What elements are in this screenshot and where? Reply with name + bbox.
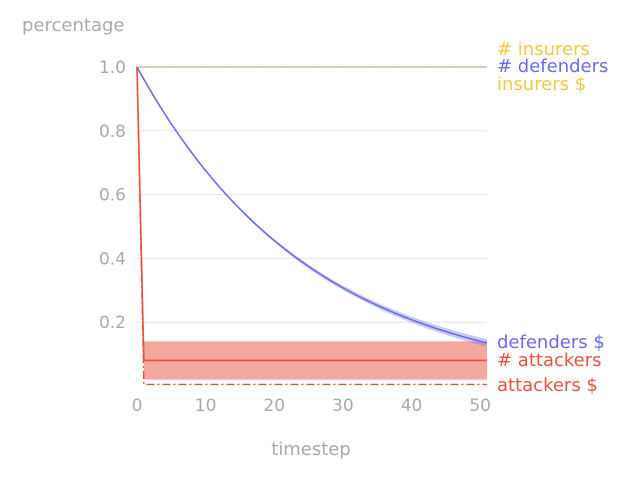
x-tick-label: 40: [401, 396, 423, 416]
tick-layer: 0.2 0.4 0.6 0.8 1.0 0 10 20 30 40 50: [99, 58, 491, 416]
label-num-attackers: # attackers: [497, 350, 602, 371]
grid-layer: [137, 66, 487, 323]
defenders-money-band: [137, 67, 487, 347]
line-defenders-money: [136, 66, 488, 344]
y-tick-label: 0.4: [99, 249, 126, 269]
x-tick-label: 0: [132, 396, 143, 416]
y-tick-label: 1.0: [99, 58, 126, 78]
band-layer: [137, 67, 488, 380]
x-tick-label: 50: [469, 396, 491, 416]
line-layer: [136, 66, 488, 386]
x-tick-label: 30: [332, 396, 354, 416]
line-num-attackers: [136, 66, 487, 362]
label-num-defenders: # defenders: [497, 56, 608, 77]
y-tick-label: 0.8: [99, 122, 126, 142]
label-attackers-money: attackers $: [497, 375, 598, 396]
y-tick-label: 0.2: [99, 313, 126, 333]
label-defenders-money: defenders $: [497, 332, 605, 353]
line-attackers-money: [136, 66, 487, 386]
label-insurers-money: insurers $: [497, 74, 586, 95]
y-axis-title: percentage: [22, 15, 124, 36]
x-tick-label: 10: [195, 396, 217, 416]
x-axis-title: timestep: [271, 439, 351, 460]
label-num-insurers: # insurers: [497, 39, 590, 60]
x-tick-label: 20: [263, 396, 285, 416]
y-tick-label: 0.6: [99, 186, 126, 206]
